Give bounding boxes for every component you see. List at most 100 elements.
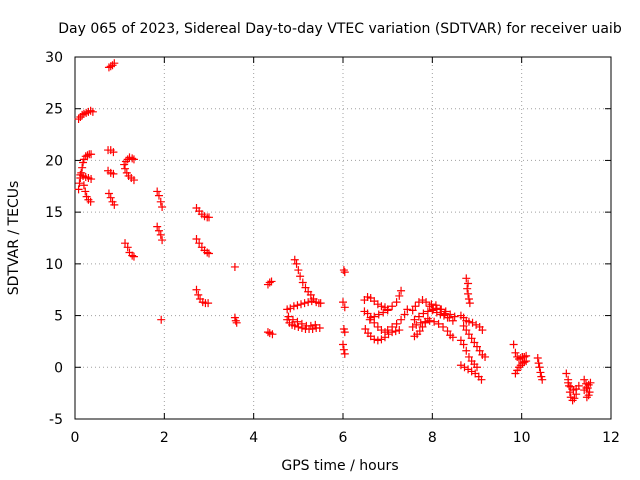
data-point bbox=[456, 336, 465, 345]
data-point bbox=[460, 363, 469, 372]
data-point bbox=[421, 318, 430, 327]
y-tick-label: 5 bbox=[54, 309, 63, 325]
data-point bbox=[288, 315, 297, 324]
data-point bbox=[419, 309, 428, 318]
data-point bbox=[284, 312, 293, 321]
data-point bbox=[377, 335, 386, 344]
data-point bbox=[428, 306, 437, 315]
data-point bbox=[74, 185, 83, 194]
data-point bbox=[562, 369, 571, 378]
x-tick-label: 0 bbox=[71, 430, 80, 446]
data-point bbox=[397, 315, 406, 324]
data-point bbox=[154, 226, 163, 235]
data-point bbox=[290, 321, 299, 330]
data-point bbox=[418, 322, 427, 331]
data-point bbox=[363, 309, 372, 318]
data-point bbox=[104, 189, 113, 198]
x-tick-label: 4 bbox=[249, 430, 258, 446]
data-point bbox=[297, 319, 306, 328]
data-point bbox=[459, 321, 468, 330]
data-point bbox=[81, 187, 90, 196]
data-point bbox=[473, 363, 481, 372]
x-tick-label: 2 bbox=[160, 430, 169, 446]
data-point bbox=[408, 322, 417, 331]
data-point bbox=[205, 249, 213, 258]
data-point bbox=[464, 295, 473, 304]
data-point bbox=[464, 365, 473, 374]
data-point bbox=[580, 375, 589, 384]
data-point bbox=[434, 319, 443, 328]
data-point bbox=[478, 326, 487, 335]
data-point bbox=[297, 300, 306, 309]
data-point bbox=[104, 63, 113, 72]
data-point bbox=[301, 283, 310, 292]
data-point bbox=[448, 316, 457, 325]
data-point bbox=[436, 305, 445, 314]
data-point bbox=[535, 363, 544, 372]
data-point bbox=[477, 375, 486, 384]
data-point bbox=[306, 290, 315, 299]
data-point bbox=[304, 298, 313, 307]
data-point bbox=[470, 338, 479, 347]
data-point bbox=[158, 202, 167, 211]
data-point bbox=[450, 312, 459, 321]
data-point bbox=[462, 326, 471, 335]
data-point bbox=[400, 310, 409, 319]
data-point bbox=[108, 61, 117, 70]
data-point bbox=[462, 346, 471, 355]
data-point bbox=[377, 302, 386, 311]
data-point bbox=[388, 322, 397, 331]
data-point bbox=[516, 353, 525, 362]
data-point bbox=[392, 319, 401, 328]
data-point bbox=[582, 393, 591, 402]
data-point bbox=[110, 59, 119, 68]
data-point bbox=[431, 301, 440, 310]
data-point bbox=[109, 169, 118, 178]
x-tick-label: 6 bbox=[339, 430, 348, 446]
data-point bbox=[156, 230, 165, 239]
data-point bbox=[339, 266, 348, 275]
data-points bbox=[74, 59, 595, 405]
data-point bbox=[464, 352, 473, 361]
data-point bbox=[465, 299, 474, 308]
data-point bbox=[395, 291, 404, 300]
data-point bbox=[106, 193, 115, 202]
data-point bbox=[195, 239, 204, 248]
y-tick-label: 0 bbox=[54, 360, 63, 376]
data-point bbox=[415, 327, 424, 336]
data-point bbox=[464, 317, 473, 326]
data-point bbox=[230, 262, 239, 271]
data-point bbox=[373, 336, 382, 345]
data-point bbox=[374, 310, 383, 319]
data-point bbox=[128, 251, 137, 260]
data-point bbox=[370, 335, 379, 344]
data-point bbox=[121, 164, 130, 173]
data-point bbox=[263, 328, 272, 337]
data-point bbox=[440, 309, 449, 318]
axis-ticks: 0 2 4 6 8 10 12 -5 0 5 10 15 20 25 30 bbox=[45, 50, 620, 446]
x-tick-label: 12 bbox=[602, 430, 620, 446]
data-point bbox=[129, 176, 138, 185]
data-point bbox=[340, 328, 349, 337]
data-point bbox=[110, 200, 119, 209]
data-point bbox=[518, 359, 527, 368]
data-point bbox=[306, 321, 315, 330]
data-point bbox=[268, 330, 277, 339]
data-point bbox=[365, 315, 374, 324]
data-point bbox=[316, 299, 325, 308]
data-point bbox=[397, 286, 406, 295]
data-point bbox=[464, 330, 473, 339]
data-point bbox=[153, 187, 162, 196]
data-point bbox=[88, 107, 97, 116]
data-point bbox=[564, 378, 573, 387]
data-point bbox=[340, 303, 349, 312]
data-point bbox=[536, 368, 545, 377]
data-point bbox=[340, 349, 349, 358]
data-point bbox=[123, 243, 132, 252]
data-point bbox=[75, 179, 84, 188]
data-point bbox=[86, 197, 95, 206]
data-point bbox=[121, 239, 130, 248]
x-tick-label: 8 bbox=[428, 430, 437, 446]
data-point bbox=[570, 394, 579, 403]
data-point bbox=[467, 334, 476, 343]
